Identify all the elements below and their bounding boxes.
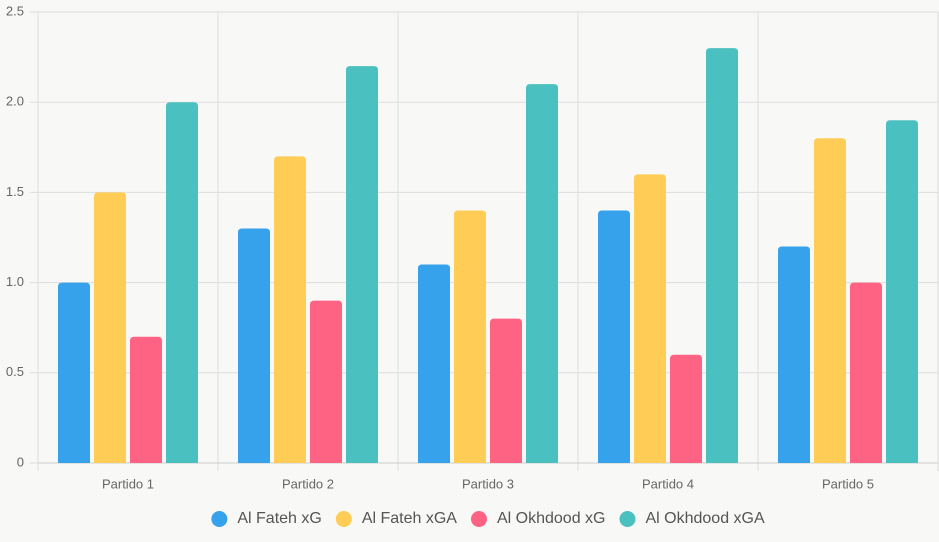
- legend-marker: [211, 511, 228, 527]
- x-tick-label: Partido 3: [462, 476, 514, 491]
- bar: [130, 336, 162, 463]
- legend-marker: [470, 511, 487, 527]
- y-tick-label: 1.5: [6, 184, 24, 199]
- legend-marker: [619, 511, 636, 527]
- x-tick-label: Partido 4: [642, 476, 694, 491]
- bar: [346, 66, 378, 464]
- legend-label: Al Fateh xG: [237, 510, 321, 527]
- legend-marker: [335, 511, 352, 527]
- legend-label: Al Fateh xGA: [362, 510, 457, 527]
- y-tick-label: 1.0: [6, 274, 24, 289]
- bar: [598, 210, 630, 463]
- y-tick-label: 0: [17, 454, 24, 469]
- legend-label: Al Okhdood xGA: [645, 510, 765, 527]
- bar: [778, 246, 810, 463]
- bar: [526, 84, 558, 463]
- bar: [634, 174, 666, 464]
- bar: [490, 318, 522, 463]
- bar: [886, 120, 918, 464]
- bar: [94, 192, 126, 463]
- bar: [706, 48, 738, 463]
- bar: [166, 102, 198, 463]
- x-tick-label: Partido 2: [282, 476, 334, 491]
- bar: [310, 300, 342, 463]
- bar: [58, 282, 90, 463]
- legend-label: Al Okhdood xG: [497, 510, 606, 527]
- bar: [850, 282, 882, 463]
- bar: [238, 228, 270, 463]
- bar: [418, 264, 450, 463]
- bar: [454, 210, 486, 463]
- x-tick-label: Partido 5: [822, 476, 874, 491]
- y-tick-label: 0.5: [6, 364, 24, 379]
- x-tick-label: Partido 1: [102, 476, 154, 491]
- bar: [814, 138, 846, 463]
- y-tick-label: 2.0: [6, 94, 24, 109]
- bar: [670, 354, 702, 463]
- y-tick-label: 2.5: [6, 3, 24, 18]
- bar: [274, 156, 306, 463]
